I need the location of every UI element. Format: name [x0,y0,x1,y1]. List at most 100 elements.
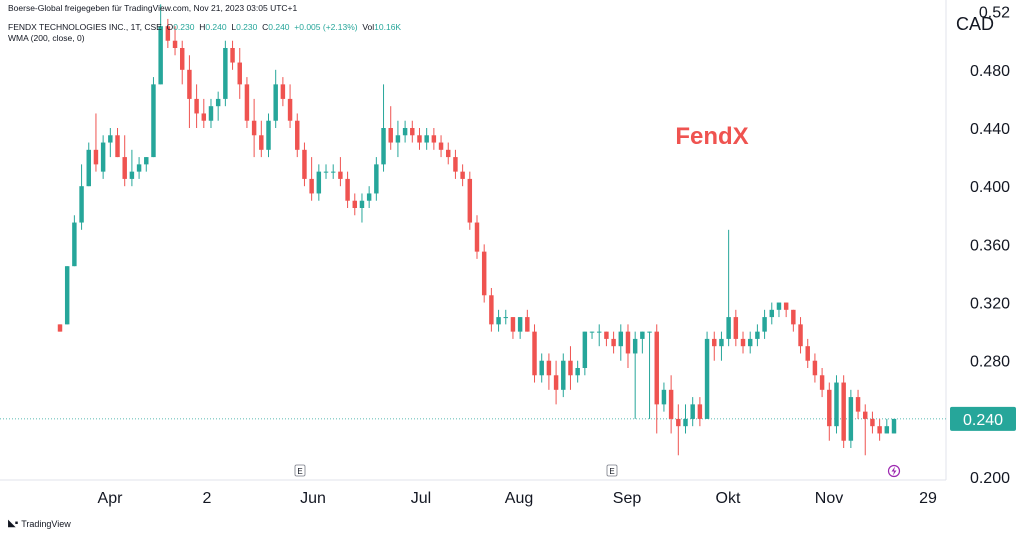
candle-body [165,26,171,41]
candle-body [489,295,494,325]
time-tick-label: Sep [613,490,642,507]
candle-body [402,128,408,136]
candle [244,77,250,128]
candle [733,309,739,347]
candle [179,40,185,85]
tradingview-brand[interactable]: ◣▪ TradingView [8,518,71,529]
candle-body [726,317,731,339]
candle [144,157,149,172]
candle [791,309,796,332]
candle-body [453,157,458,172]
candle [431,128,437,150]
candle [496,309,501,332]
candle [481,244,487,303]
candle-body [410,128,415,136]
time-tick-label: Aug [505,490,533,507]
candle [424,128,429,150]
candle-body [582,331,588,368]
candle [165,18,171,48]
earnings-marker-box [294,464,306,477]
candle [330,164,336,179]
candle [726,229,731,347]
candle-body [870,418,875,427]
candle-body [374,164,379,194]
candle-body [460,171,465,179]
candle-body [632,338,638,354]
candle [632,331,638,419]
candle-body [338,171,343,179]
candle-body [747,338,753,347]
candle-body [503,317,508,319]
candle [697,397,703,427]
candle-body [575,368,580,376]
candle [769,302,775,325]
candle [402,120,408,143]
candle-body [366,193,372,201]
time-axis: Apr 2 Jun Jul Aug Sep Okt Nov 29 [98,490,937,507]
candle-body [863,411,868,419]
candle [640,331,645,354]
candle [855,389,861,419]
candle [827,382,832,441]
candle-body [108,135,113,143]
candle-body [561,360,566,390]
candle-body [309,178,314,194]
price-tick-label: 0.400 [970,179,1010,196]
candle-body [733,317,739,339]
candle [446,142,451,165]
candle [647,331,652,419]
candle [201,98,207,128]
candle-body [589,331,595,333]
candle [460,164,465,187]
candle [525,309,530,332]
symbol-legend: FENDX TECHNOLOGIES INC., 1T, CSE O0.230 … [8,22,402,32]
candle [122,135,127,187]
candle [345,171,350,208]
last-price-label: 0.240 [950,406,1016,431]
candle [359,193,365,223]
candle [129,149,135,187]
currency-label[interactable]: CAD [955,14,994,34]
candle-body [316,171,322,194]
candle [259,120,264,158]
candle-body [676,418,681,427]
candle-body [805,346,810,361]
candle [834,375,839,434]
chart-source-line: Boerse-Global freigegeben für TradingVie… [8,3,298,13]
time-tick-label: Jul [411,490,431,507]
candle-body [618,331,624,347]
candle [805,338,810,368]
candle [388,106,393,150]
candle-body [208,106,214,121]
candle-body [517,317,523,332]
candle-body [330,171,336,173]
bolt-icon[interactable] [887,464,901,478]
low-value: 0.230 [236,22,258,32]
candle-body [86,149,91,187]
earnings-marker-box [606,464,618,477]
time-tick-label: 2 [203,490,212,507]
candle-body [244,84,250,121]
candle-body [640,331,645,339]
candle-body [855,397,861,412]
change-value: +0.005 (+2.13%) [294,22,358,32]
time-tick-label: Jun [300,490,326,507]
candle-body [841,382,846,441]
candle-body [431,135,437,143]
candle [712,331,717,361]
candle-body [668,389,674,419]
candle [438,135,444,158]
candle-body [122,157,127,179]
candle [812,353,818,383]
candle-body [352,200,358,208]
candle [410,120,415,143]
candle [93,113,99,172]
candle [891,418,897,434]
indicator-legend[interactable]: WMA (200, close, 0) [8,33,85,43]
candle [798,317,803,354]
candle [489,288,494,332]
candle [740,331,746,354]
candle-body [446,149,451,158]
